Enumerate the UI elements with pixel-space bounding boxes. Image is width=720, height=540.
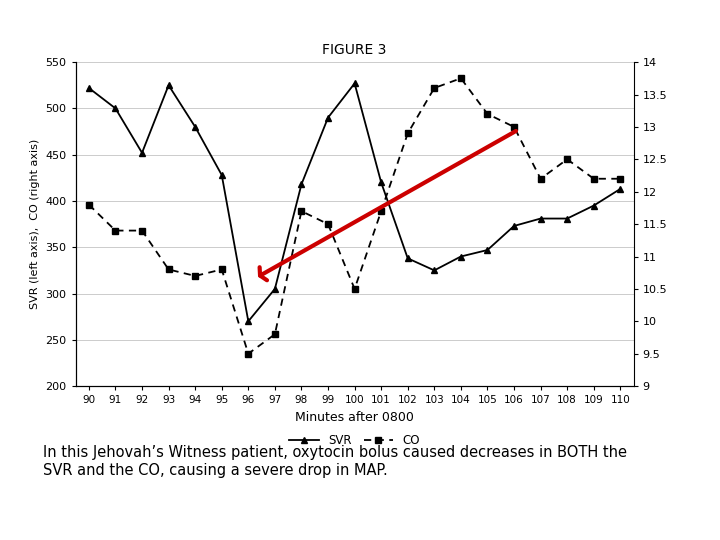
CO — [616, 176, 625, 182]
CO — [563, 156, 572, 163]
SVR — [510, 222, 518, 229]
CO — [191, 273, 199, 279]
SVR — [430, 267, 438, 274]
CO — [483, 111, 492, 117]
SVR — [191, 124, 199, 130]
SVR — [563, 215, 572, 222]
Y-axis label: SVR (left axis),  CO (right axis): SVR (left axis), CO (right axis) — [30, 139, 40, 309]
CO — [217, 266, 226, 273]
CO — [244, 350, 253, 357]
SVR — [350, 80, 359, 86]
CO — [324, 221, 333, 227]
SVR — [483, 247, 492, 253]
SVR — [297, 181, 306, 187]
CO — [403, 130, 412, 137]
SVR — [217, 172, 226, 178]
Line: CO: CO — [86, 75, 624, 357]
SVR — [111, 105, 120, 112]
CO — [350, 286, 359, 292]
SVR — [138, 150, 146, 156]
CO — [377, 208, 385, 214]
CO — [456, 75, 465, 82]
SVR — [244, 318, 253, 325]
SVR — [377, 179, 385, 186]
X-axis label: Minutes after 0800: Minutes after 0800 — [295, 411, 414, 424]
Text: In this Jehovah’s Witness patient, oxytocin bolus caused decreases in BOTH the
S: In this Jehovah’s Witness patient, oxyto… — [43, 446, 627, 478]
CO — [84, 201, 93, 208]
Title: FIGURE 3: FIGURE 3 — [323, 43, 387, 57]
SVR — [456, 253, 465, 260]
CO — [164, 266, 173, 273]
Legend: SVR, CO: SVR, CO — [284, 429, 425, 451]
Line: SVR: SVR — [86, 80, 624, 325]
CO — [430, 85, 438, 91]
CO — [138, 227, 146, 234]
CO — [510, 124, 518, 130]
CO — [590, 176, 598, 182]
SVR — [403, 255, 412, 261]
SVR — [271, 286, 279, 292]
SVR — [616, 186, 625, 192]
CO — [297, 208, 306, 214]
CO — [111, 227, 120, 234]
CO — [271, 331, 279, 338]
SVR — [536, 215, 545, 222]
SVR — [84, 85, 93, 91]
SVR — [164, 82, 173, 89]
SVR — [590, 202, 598, 209]
CO — [536, 176, 545, 182]
SVR — [324, 114, 333, 121]
